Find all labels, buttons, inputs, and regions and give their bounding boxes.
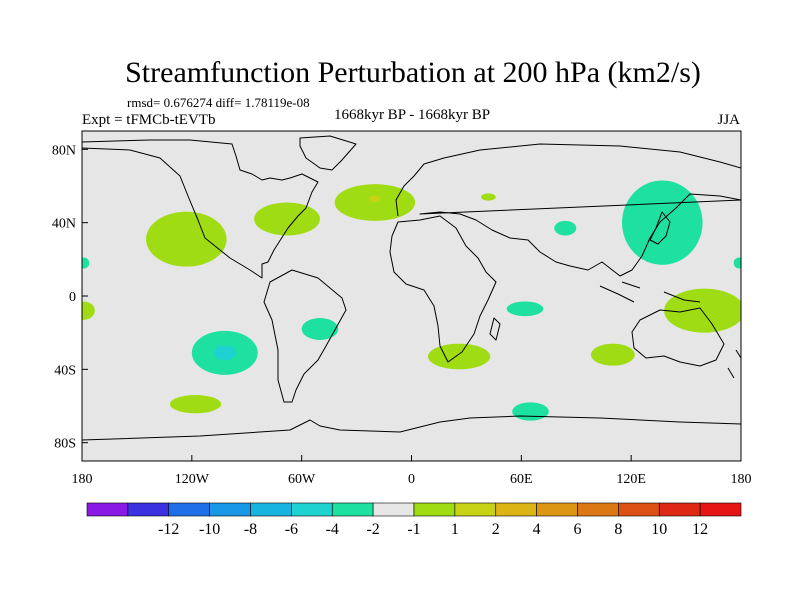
coastlines [82,135,741,441]
contour-region-7 [82,301,95,320]
contour-region-3 [427,343,491,370]
x-tick-label-6: 180 [731,472,752,487]
eurasia-coastline [395,143,741,277]
colorbar-swatch-14 [658,502,701,517]
colorbar-label-12: 10 [651,521,667,538]
x-tick-label-1: 120W [175,472,210,487]
longitude-axis: 180 120W 60W 0 60E 120E 180 [72,455,752,487]
colorbar-swatch-10 [495,502,537,517]
madagascar-coastline [489,317,501,341]
y-tick-label-1: 40N [52,217,76,232]
colorbar-swatch-2 [168,502,210,517]
colorbar-swatch-13 [618,502,660,517]
contour-region-18 [213,345,236,361]
chart-title: Streamfunction Perturbation at 200 hPa (… [125,56,701,89]
colorbar-swatch-8 [413,502,456,517]
stats-label: rmsd= 0.676274 diff= 1.78119e-08 [127,95,310,110]
colorbar-swatch-9 [454,502,497,517]
colorbar-label-11: 8 [614,521,622,538]
colorbar-swatch-5 [291,502,333,517]
colorbar-label-9: 4 [533,521,541,538]
colorbar-label-13: 12 [692,521,708,538]
contour-region-16 [82,257,90,269]
colorbar: -12 -10 -8 -6 -4 -2 -1 1 2 4 6 8 10 12 [86,502,742,538]
x-tick-label-4: 60E [510,472,533,487]
colorbar-label-1: -10 [199,521,220,538]
colorbar-swatch-3 [209,502,251,517]
colorbar-label-5: -2 [366,521,379,538]
colorbar-swatch-7 [372,502,415,517]
colorbar-swatch-12 [577,502,619,517]
y-tick-label-4: 80S [54,437,76,452]
contour-region-12 [506,301,544,317]
contour-region-8 [481,193,496,201]
colorbar-label-4: -4 [326,521,339,538]
contour-region-13 [554,220,577,236]
colorbar-label-8: 2 [492,521,500,538]
contour-region-14 [512,402,549,421]
greenland-coastline [299,135,357,171]
period-label: 1668kyr BP - 1668kyr BP [334,107,490,123]
colorbar-swatch-15 [699,502,742,517]
colorbar-swatch-0 [86,502,129,517]
australia-coastline [631,307,725,367]
colorbar-label-2: -8 [244,521,257,538]
colorbar-label-0: -12 [158,521,179,538]
contour-region-5 [664,288,741,333]
contour-region-15 [622,180,703,265]
contour-region-9 [369,195,381,203]
colorbar-label-7: 1 [451,521,459,538]
colorbar-label-6: -1 [407,521,420,538]
contour-region-11 [301,318,339,340]
colorbar-swatch-4 [250,502,292,517]
colorbar-swatch-11 [536,502,578,517]
x-tick-label-2: 60W [288,472,316,487]
contour-region-6 [169,395,222,414]
south-america-coastline [263,269,347,403]
japan-coastline [649,211,671,245]
antarctica-coastline [82,415,741,441]
colorbar-label-10: 6 [574,521,582,538]
latitude-axis: 80N 40N 0 40S 80S [52,143,88,452]
x-tick-label-5: 120E [616,472,646,487]
maritime-continent-coastline [599,281,701,303]
x-tick-label-3: 0 [408,472,415,487]
africa-coastline [389,215,497,363]
y-tick-label-0: 80N [52,143,76,158]
contour-region-2 [334,184,416,221]
x-tick-label-0: 180 [72,472,93,487]
contour-region-17 [733,257,741,269]
new-zealand-coastline [727,349,741,379]
experiment-label: Expt = tFMCb-tEVTb [82,112,215,128]
y-tick-label-2: 0 [69,290,76,305]
contour-region-1 [254,202,320,236]
north-america-coastline [82,139,319,279]
colorbar-label-3: -6 [285,521,298,538]
y-tick-label-3: 40S [54,363,76,378]
season-label: JJA [717,112,740,128]
map-panel: 180 120W 60W 0 60E 120E 180 80N 40N 0 40S 80S [52,130,752,487]
contour-region-0 [146,211,227,267]
colorbar-swatch-1 [127,502,170,517]
colorbar-swatch-6 [331,502,374,517]
contour-region-4 [590,343,635,366]
